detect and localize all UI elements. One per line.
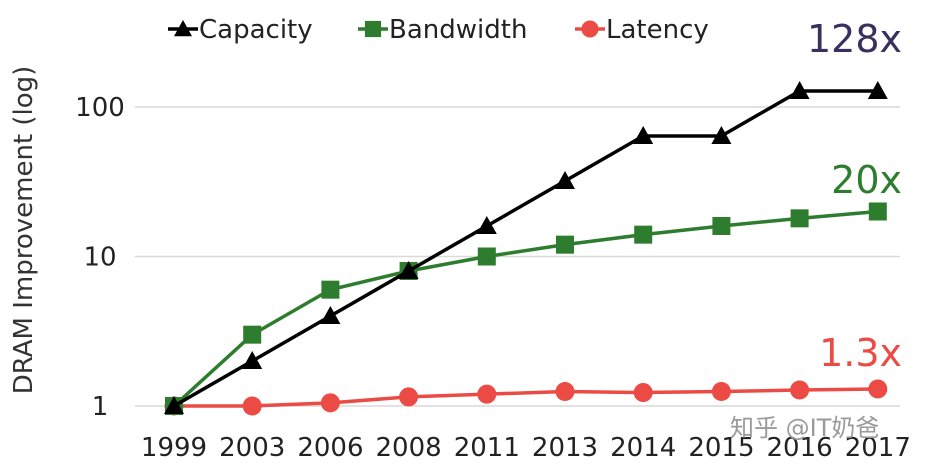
data-point-bandwidth (321, 280, 340, 299)
series-capacity (164, 80, 888, 414)
data-point-latency (320, 393, 340, 413)
series-line-bandwidth (172, 209, 878, 408)
x-tick-label: 2011 (454, 433, 520, 463)
data-point-latency (555, 382, 575, 402)
x-tick-label: 1999 (141, 433, 207, 463)
data-point-bandwidth (712, 216, 731, 235)
data-point-latency (399, 387, 419, 407)
data-point-latency (633, 383, 653, 403)
annotation-bandwidth: 20x (831, 158, 902, 202)
data-point-capacity (867, 80, 888, 99)
legend: Capacity Bandwidth Latency (168, 15, 709, 45)
legend-item-latency: Latency (575, 15, 709, 45)
x-tick-label: 2017 (845, 433, 911, 463)
legend-label: Latency (606, 15, 709, 45)
y-axis-title: DRAM Improvement (log) (9, 66, 39, 395)
y-tick-label: 1 (92, 392, 109, 422)
data-point-capacity (789, 80, 810, 99)
data-point-bandwidth (243, 325, 262, 344)
legend-item-bandwidth: Bandwidth (358, 15, 527, 45)
data-point-bandwidth (556, 235, 574, 254)
data-point-latency (477, 384, 497, 404)
data-point-capacity (711, 125, 732, 144)
x-tick-label: 2014 (610, 433, 676, 463)
data-point-capacity (633, 125, 654, 144)
legend-marker-square (364, 20, 382, 38)
data-point-bandwidth (790, 209, 809, 228)
annotation-capacity: 128x (807, 17, 902, 61)
y-tick-label: 10 (83, 243, 116, 273)
data-point-bandwidth (634, 225, 653, 244)
series-layer (164, 80, 888, 416)
data-point-latency (790, 380, 810, 400)
series-latency (164, 379, 888, 416)
legend-marker-circle (581, 20, 599, 38)
data-point-capacity (320, 305, 341, 324)
annotation-latency: 1.3x (819, 331, 902, 375)
data-point-capacity (398, 260, 419, 279)
x-tick-label: 2008 (376, 433, 442, 463)
data-point-capacity (555, 170, 575, 189)
data-point-capacity (476, 215, 497, 234)
x-tick-label: 2006 (297, 433, 363, 463)
data-point-capacity (242, 350, 263, 369)
data-point-latency (711, 382, 731, 402)
x-tick-label: 2013 (532, 433, 598, 463)
y-tick-label: 100 (75, 93, 125, 123)
annotations: 128x 20x 1.3x (807, 17, 902, 375)
legend-marker-triangle (174, 20, 192, 37)
x-tick-label: 2015 (688, 433, 754, 463)
series-line-capacity (173, 89, 878, 408)
x-tick-label: 2016 (767, 433, 833, 463)
data-point-bandwidth (477, 247, 496, 266)
legend-label: Bandwidth (389, 15, 527, 45)
x-tick-label: 2003 (219, 433, 285, 463)
data-point-latency (242, 396, 262, 416)
series-line-latency (174, 387, 878, 408)
axes: 1 10 100 1999 2003 2006 2008 2011 2013 2014 2015 20… (75, 93, 911, 463)
legend-label: Capacity (199, 15, 313, 45)
series-bandwidth (165, 202, 887, 415)
data-point-bandwidth (868, 202, 887, 221)
data-point-latency (868, 379, 888, 399)
legend-item-capacity: Capacity (168, 15, 313, 45)
watermark-text: 知乎 @IT奶爸 (730, 414, 879, 442)
data-point-capacity (164, 396, 184, 414)
